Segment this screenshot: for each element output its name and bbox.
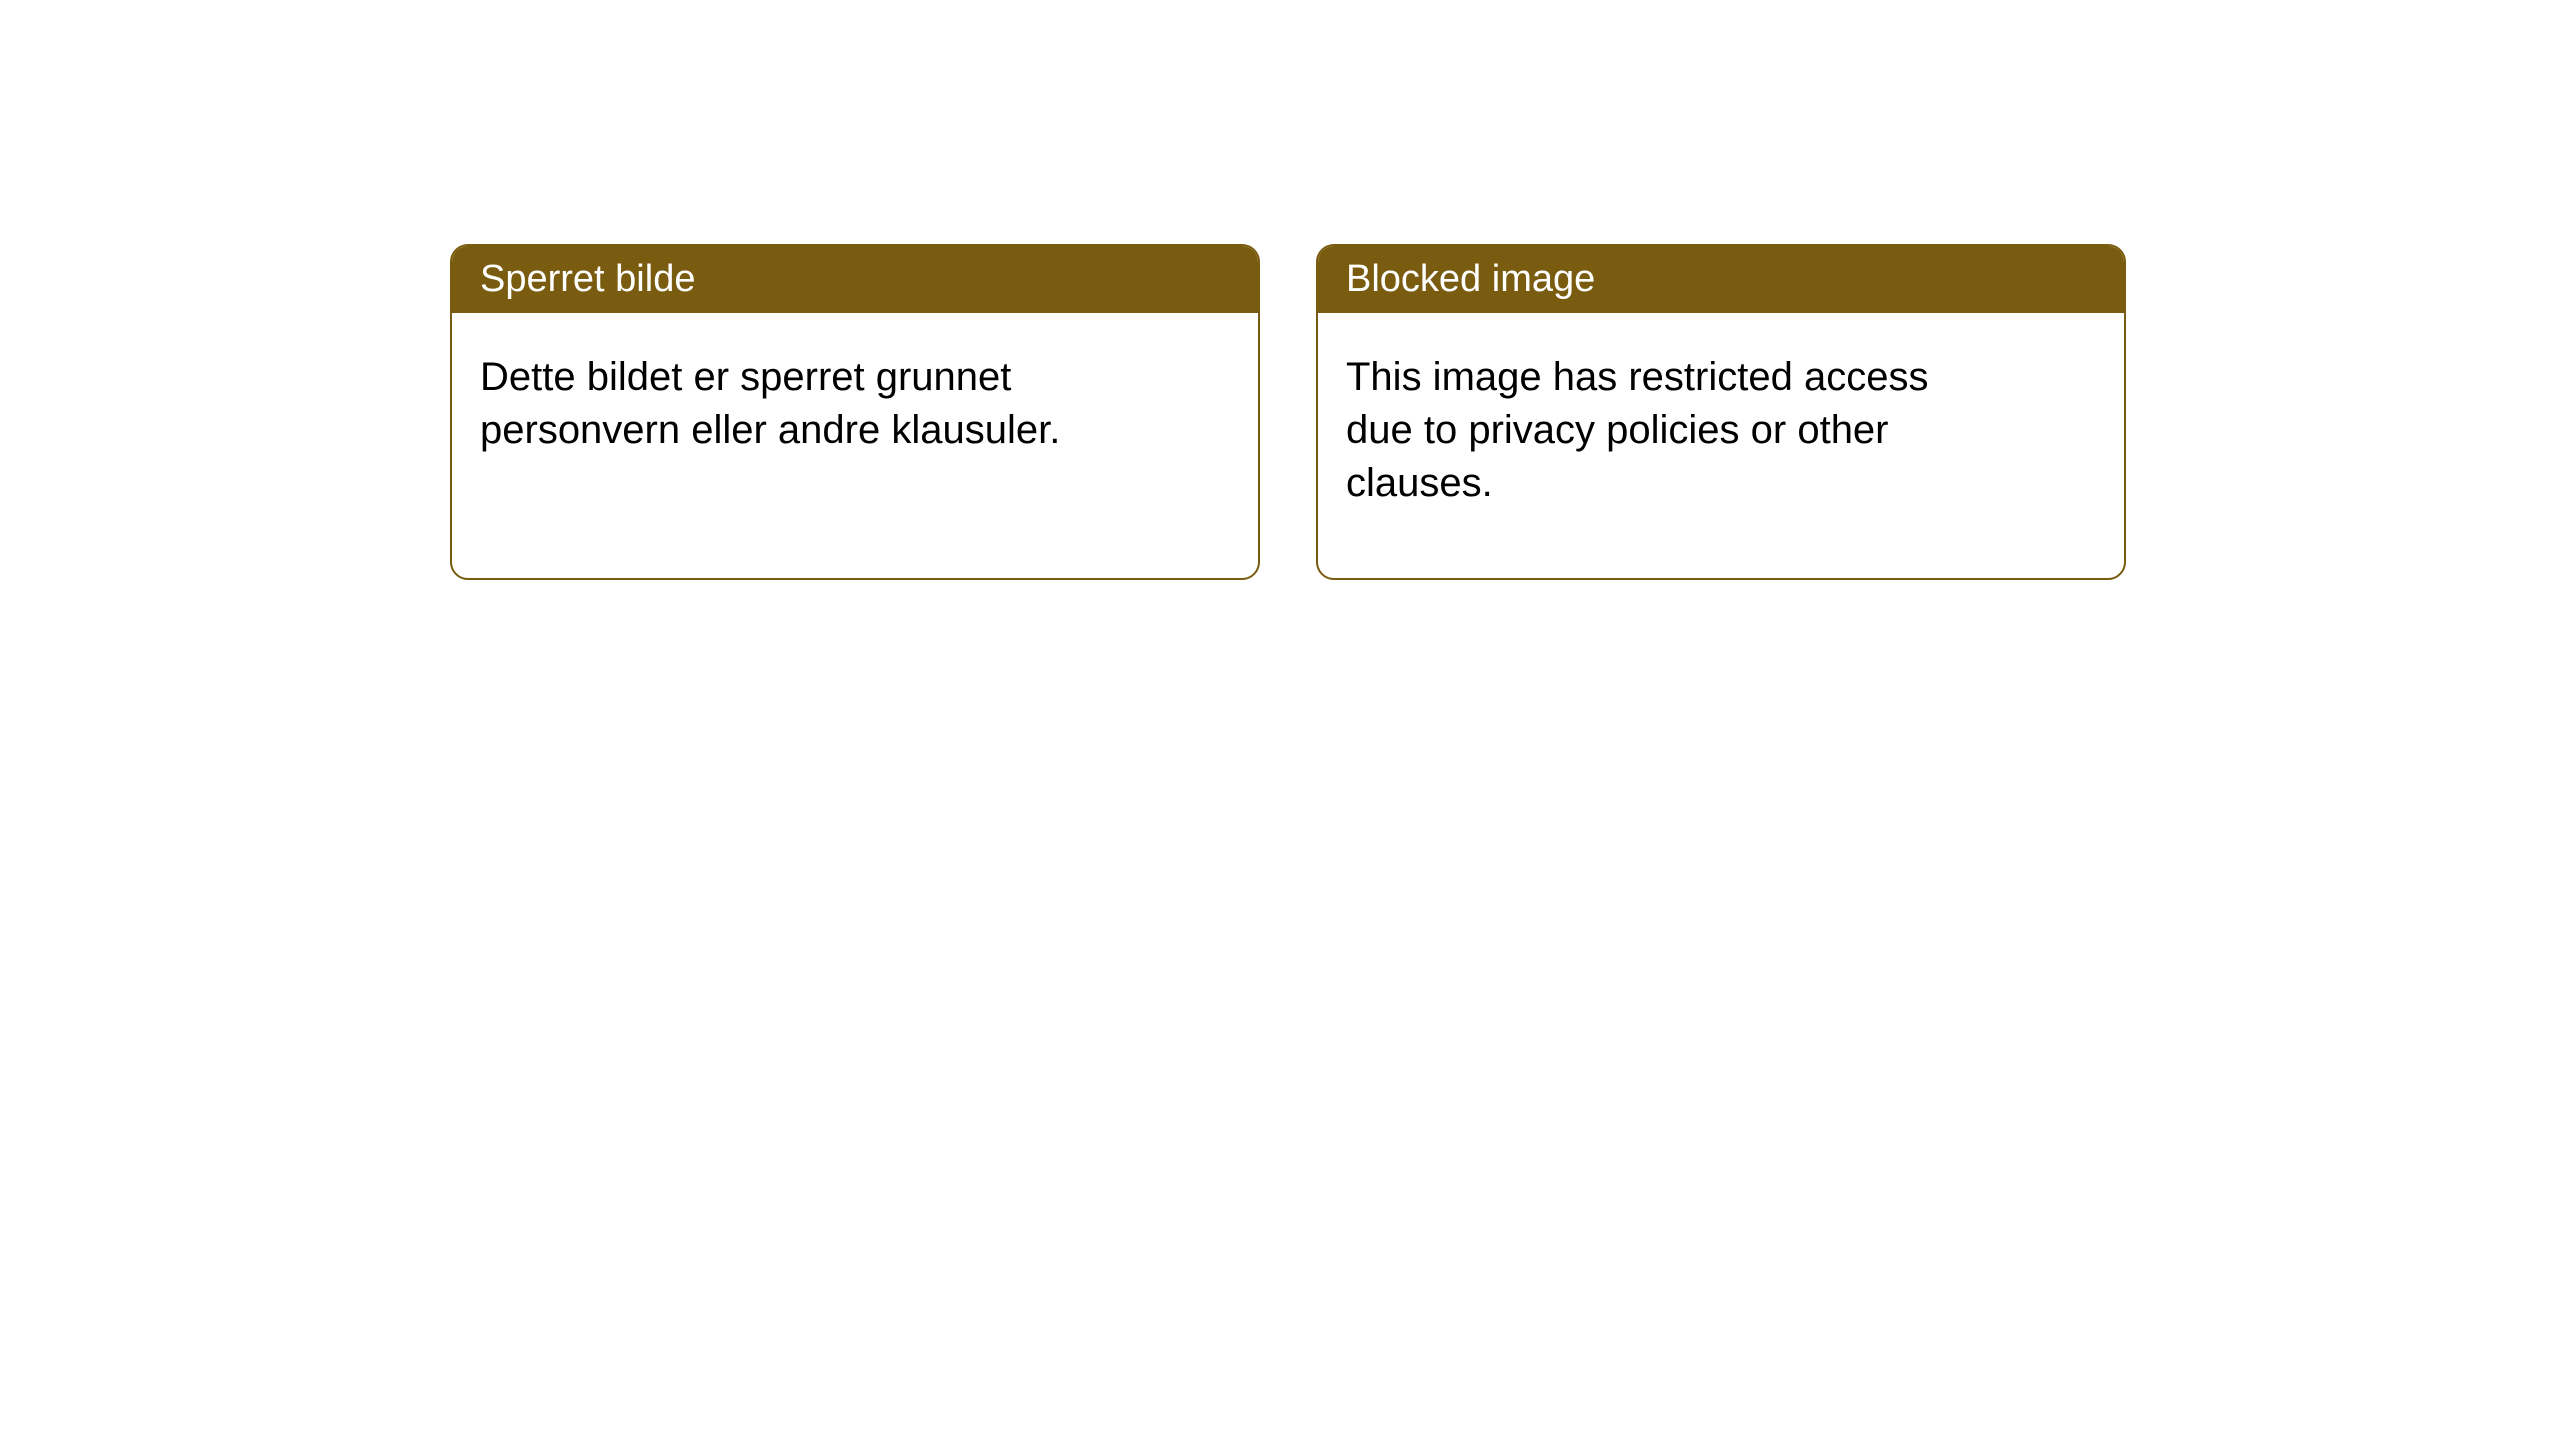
card-body-no: Dette bildet er sperret grunnet personve…: [452, 313, 1152, 495]
card-title-en: Blocked image: [1318, 246, 2124, 313]
cards-container: Sperret bilde Dette bildet er sperret gr…: [0, 0, 2560, 580]
card-body-en: This image has restricted access due to …: [1318, 313, 2018, 547]
blocked-image-card-en: Blocked image This image has restricted …: [1316, 244, 2126, 580]
card-title-no: Sperret bilde: [452, 246, 1258, 313]
blocked-image-card-no: Sperret bilde Dette bildet er sperret gr…: [450, 244, 1260, 580]
